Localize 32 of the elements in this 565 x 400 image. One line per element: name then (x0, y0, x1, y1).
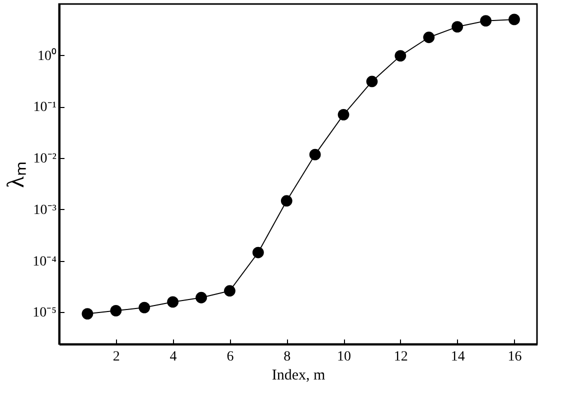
x-tick-label: 16 (508, 350, 522, 364)
y-tick-label: 10⁻⁴ (32, 254, 57, 270)
point (452, 21, 464, 32)
point (338, 108, 350, 120)
x-axis-title: Index, m (272, 368, 326, 384)
point (138, 302, 150, 314)
point (394, 50, 406, 62)
point (252, 246, 264, 258)
y-axis-title: λₘ (4, 161, 30, 188)
point (196, 292, 207, 304)
point (366, 76, 378, 88)
point (110, 304, 122, 316)
y-tick-label: 10⁻³ (33, 202, 56, 218)
y-tick-label: 10⁻² (33, 152, 56, 167)
x-tick-label: 4 (170, 350, 177, 364)
point (423, 32, 435, 44)
point (480, 15, 492, 27)
x-tick-label: 14 (450, 350, 465, 364)
y-tick-label: 10⁻⁵ (32, 306, 57, 321)
y-tick-label: 10⁰ (38, 48, 56, 64)
x-tick-label: 10 (337, 350, 352, 364)
x-tick-label: 2 (112, 350, 120, 364)
point (224, 285, 236, 297)
y-tick-label: 10⁻¹ (33, 100, 56, 116)
point (508, 14, 520, 26)
x-tick-label: 8 (284, 350, 291, 364)
point (280, 195, 292, 207)
point (167, 296, 179, 308)
x-tick-label: 12 (394, 350, 408, 364)
point (82, 308, 94, 320)
x-tick-label: 6 (226, 350, 234, 364)
point (309, 148, 321, 160)
